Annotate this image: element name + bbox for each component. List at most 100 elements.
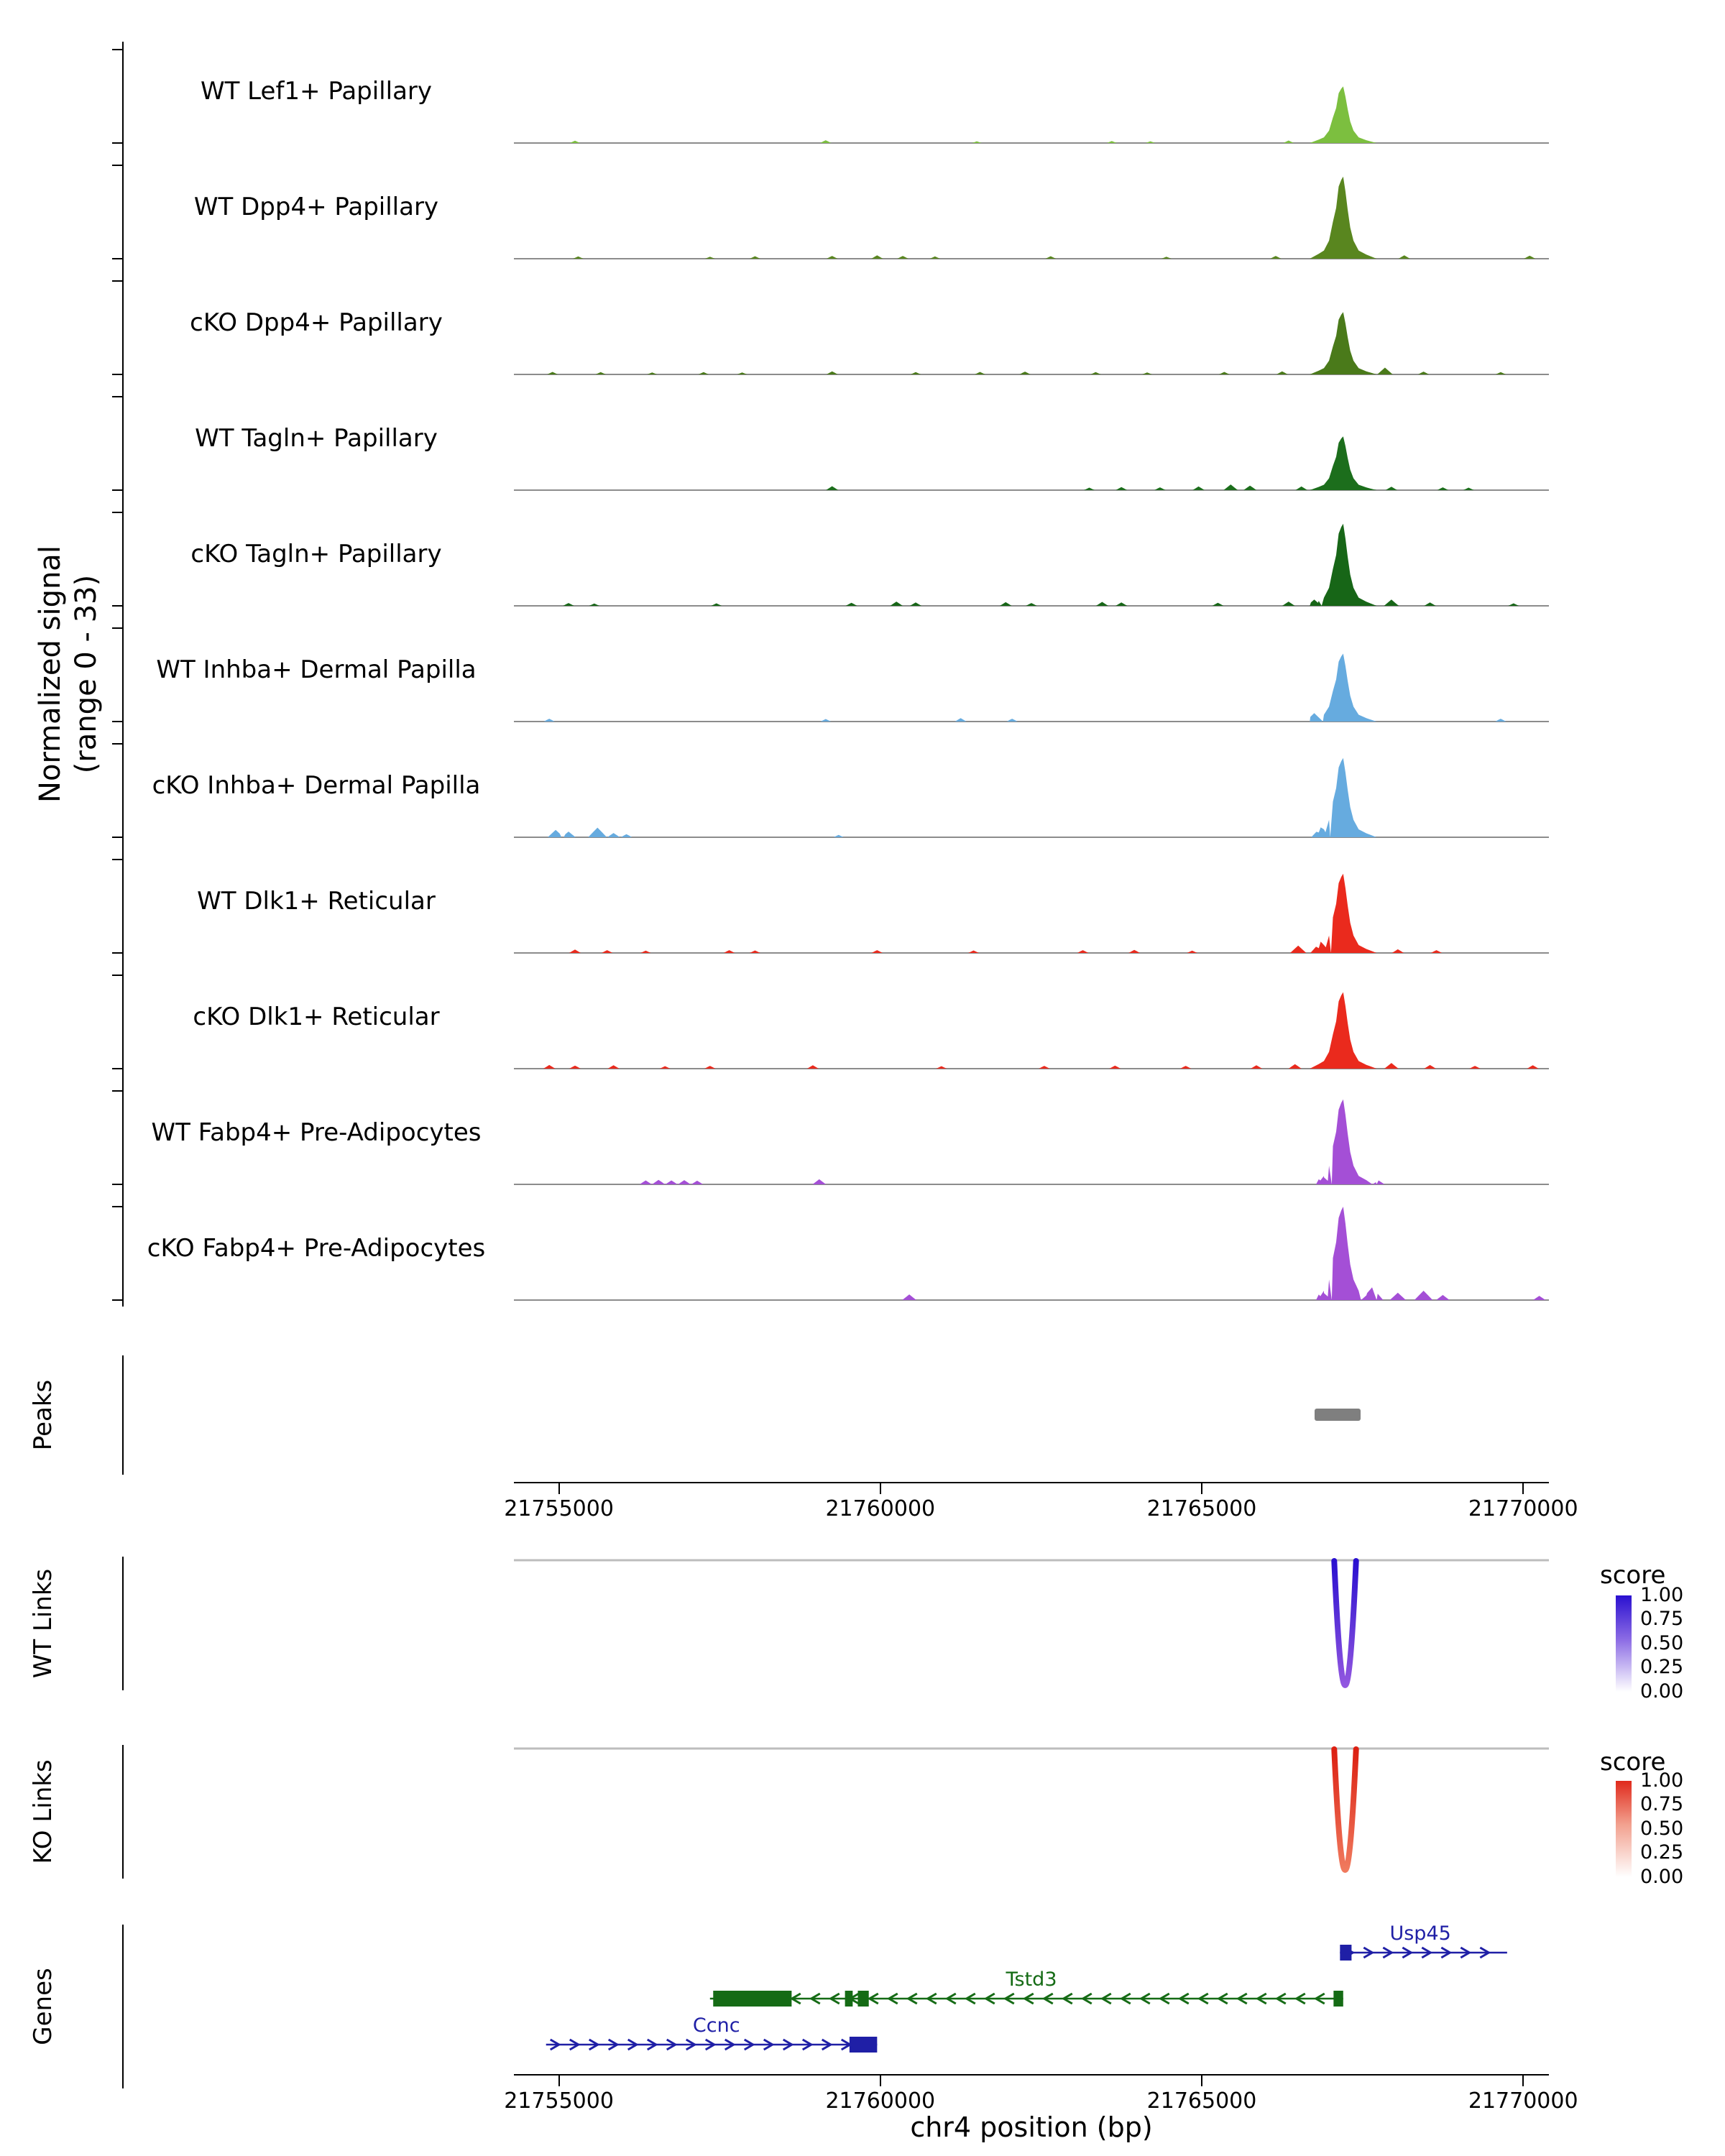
gene-strand-arrow-icon <box>782 2038 794 2051</box>
signal-axis-tick <box>112 489 122 491</box>
wt-legend-tick-5: 0.00 <box>1640 1680 1684 1703</box>
ko-links-axis-line <box>122 1745 124 1879</box>
x-axis-tick <box>1201 2076 1203 2086</box>
x-axis-title: chr4 position (bp) <box>910 2111 1153 2143</box>
signal-track <box>514 757 1549 838</box>
signal-axis-title-line1: Normalized signal <box>34 545 67 803</box>
gene-strand-arrow-icon <box>1440 1946 1453 1959</box>
ko-link-arc <box>1331 1746 1359 1873</box>
ko-legend-tick-3: 0.50 <box>1640 1818 1684 1840</box>
track-label: cKO Fabp4+ Pre-Adipocytes <box>147 1234 486 1263</box>
signal-axis-tick <box>112 1090 122 1092</box>
genes-panel: Usp45 Tstd3 Ccnc <box>546 1922 1507 2053</box>
track-label: cKO Dlk1+ Reticular <box>193 1003 440 1031</box>
signal-axis-tick <box>112 280 122 282</box>
track-label: WT Dpp4+ Papillary <box>193 193 439 221</box>
signal-axis-tick <box>112 512 122 513</box>
gene-strand-arrow-icon <box>627 2038 639 2051</box>
signal-axis-tick <box>112 975 122 976</box>
signal-area <box>514 873 1549 953</box>
gene-strand-arrow-icon <box>743 2038 755 2051</box>
signal-area <box>514 1207 1549 1300</box>
gene-strand-arrow-icon <box>925 1992 937 2005</box>
gene-strand-arrow-icon <box>1479 1946 1491 1959</box>
signal-track <box>514 1207 1549 1301</box>
gene-strand-arrow-icon <box>1022 1992 1034 2005</box>
x-axis-tick-label: 21765000 <box>1146 2088 1257 2114</box>
wt-link-arc <box>1331 1558 1359 1688</box>
gene-strand-arrow-icon <box>1119 1992 1131 2005</box>
track-label: cKO Dpp4+ Papillary <box>190 308 443 337</box>
x-axis-tick-label: 21770000 <box>1468 2088 1578 2114</box>
gene-strand-arrow-icon <box>1236 1992 1248 2005</box>
gene-strand-arrow-icon <box>1100 1992 1112 2005</box>
signal-axis-tick <box>112 258 122 259</box>
x-axis-tick-label: 21770000 <box>1468 1496 1578 1521</box>
gene-strand-arrow-icon <box>809 1992 821 2005</box>
gene-strand-arrow-icon <box>821 2038 833 2051</box>
gene-strand-arrow-icon <box>646 2038 658 2051</box>
gene-strand-arrow-icon <box>1003 1992 1015 2005</box>
signal-track <box>514 86 1549 144</box>
gene-strand-arrow-icon <box>801 2038 814 2051</box>
gene-strand-arrow-icon <box>666 2038 678 2051</box>
signal-axis-tick <box>112 165 122 166</box>
gene-strand-arrow-icon <box>1080 1992 1092 2005</box>
x-axis-tick-label: 21765000 <box>1146 1496 1257 1521</box>
gene-exon <box>849 2037 878 2053</box>
ko-legend-tick-2: 0.75 <box>1640 1793 1684 1815</box>
signal-track <box>514 653 1549 722</box>
wt-links-legend-title: score <box>1600 1561 1666 1590</box>
ko-links-section-label: KO Links <box>29 1759 58 1864</box>
track-label: WT Lef1+ Papillary <box>200 77 433 106</box>
signal-axis-tick <box>112 49 122 50</box>
signal-axis-tick <box>112 374 122 375</box>
wt-links-panel <box>514 1558 1549 1688</box>
signal-area <box>514 86 1549 143</box>
gene-strand-arrow-icon <box>1421 1946 1433 1959</box>
gene-label: Usp45 <box>1389 1922 1450 1945</box>
track-label: cKO Inhba+ Dermal Papilla <box>152 771 481 800</box>
ko-links-legend-title: score <box>1600 1748 1666 1777</box>
wt-legend-tick-1: 1.00 <box>1640 1584 1684 1606</box>
signal-area <box>514 523 1549 606</box>
wt-legend-tick-2: 0.75 <box>1640 1608 1684 1630</box>
gene-strand-arrow-icon <box>1363 1946 1375 1959</box>
x-axis-tick-label: 21760000 <box>825 2088 936 2114</box>
track-label: WT Inhba+ Dermal Papilla <box>156 655 477 684</box>
signal-area <box>514 1099 1549 1184</box>
wt-links-section-label: WT Links <box>29 1568 58 1679</box>
gene-strand-arrow-icon <box>1138 1992 1151 2005</box>
genes-axis-line <box>122 1925 124 2088</box>
x-axis-tick <box>558 1483 560 1494</box>
gene-exon <box>1340 1945 1352 1961</box>
genes-section-label: Genes <box>29 1968 58 2045</box>
gene-strand-arrow-icon <box>1197 1992 1209 2005</box>
signal-track <box>514 176 1549 259</box>
gene-strand-arrow-icon <box>944 1992 957 2005</box>
gene-strand-arrow-icon <box>704 2038 717 2051</box>
gene-strand-arrow-icon <box>983 1992 995 2005</box>
peak-interval <box>1315 1409 1361 1421</box>
ko-legend-tick-4: 0.25 <box>1640 1841 1684 1864</box>
gene-strand-arrow-icon <box>867 1992 879 2005</box>
signal-axis-tick <box>112 627 122 629</box>
wt-legend-tick-3: 0.50 <box>1640 1632 1684 1654</box>
x-axis-tick <box>879 2076 881 2086</box>
signal-area <box>514 992 1549 1069</box>
gene-strand-arrow-icon <box>1274 1992 1287 2005</box>
gene-strand-arrow-icon <box>1294 1992 1306 2005</box>
gene-strand-arrow-icon <box>569 2038 581 2051</box>
gene-strand-arrow-icon <box>588 2038 600 2051</box>
x-axis-line <box>514 2074 1549 2076</box>
signal-axis-tick <box>112 605 122 607</box>
signal-track <box>514 992 1549 1069</box>
signal-axis-line <box>122 42 124 1307</box>
signal-area <box>514 757 1549 837</box>
x-axis-tick-label: 21760000 <box>825 1496 936 1521</box>
track-label: WT Tagln+ Papillary <box>195 424 438 453</box>
signal-track <box>514 312 1549 375</box>
gene-exon <box>1333 1991 1343 2007</box>
gene-strand-arrow-icon <box>549 2038 561 2051</box>
